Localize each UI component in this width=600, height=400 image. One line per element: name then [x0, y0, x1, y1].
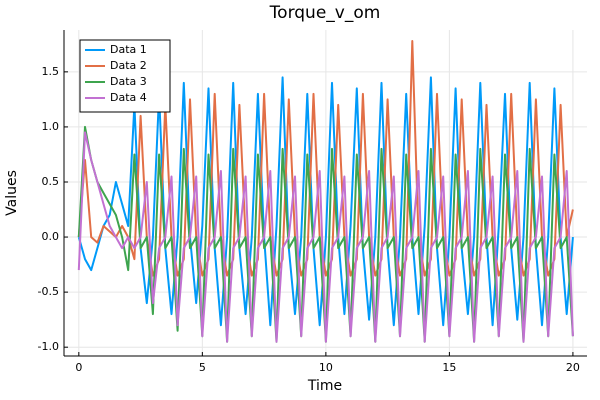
- legend-box: [79, 39, 171, 113]
- y-tick-label: 1.5: [42, 65, 60, 78]
- data-line: [77, 131, 574, 343]
- legend-label: Data 3: [110, 75, 147, 88]
- legend-label: Data 4: [110, 91, 147, 104]
- y-tick-label: 0.5: [42, 175, 60, 188]
- y-tick-label: -0.5: [38, 285, 59, 298]
- y-tick-label: -1.0: [38, 340, 59, 353]
- y-tick-label: 0.0: [42, 230, 60, 243]
- y-tick-label: 1.0: [42, 120, 60, 133]
- data-line: [77, 76, 574, 327]
- x-tick-label: 10: [319, 361, 333, 374]
- y-axis-label: Values: [4, 170, 20, 216]
- x-tick-label: 20: [566, 361, 580, 374]
- chart-title: Torque_v_om: [269, 3, 381, 23]
- x-tick-label: 5: [199, 361, 206, 374]
- x-axis-label: Time: [307, 378, 342, 394]
- x-tick-label: 15: [442, 361, 456, 374]
- legend-label: Data 2: [110, 59, 147, 72]
- x-tick-label: 0: [75, 361, 82, 374]
- legend-label: Data 1: [110, 43, 147, 56]
